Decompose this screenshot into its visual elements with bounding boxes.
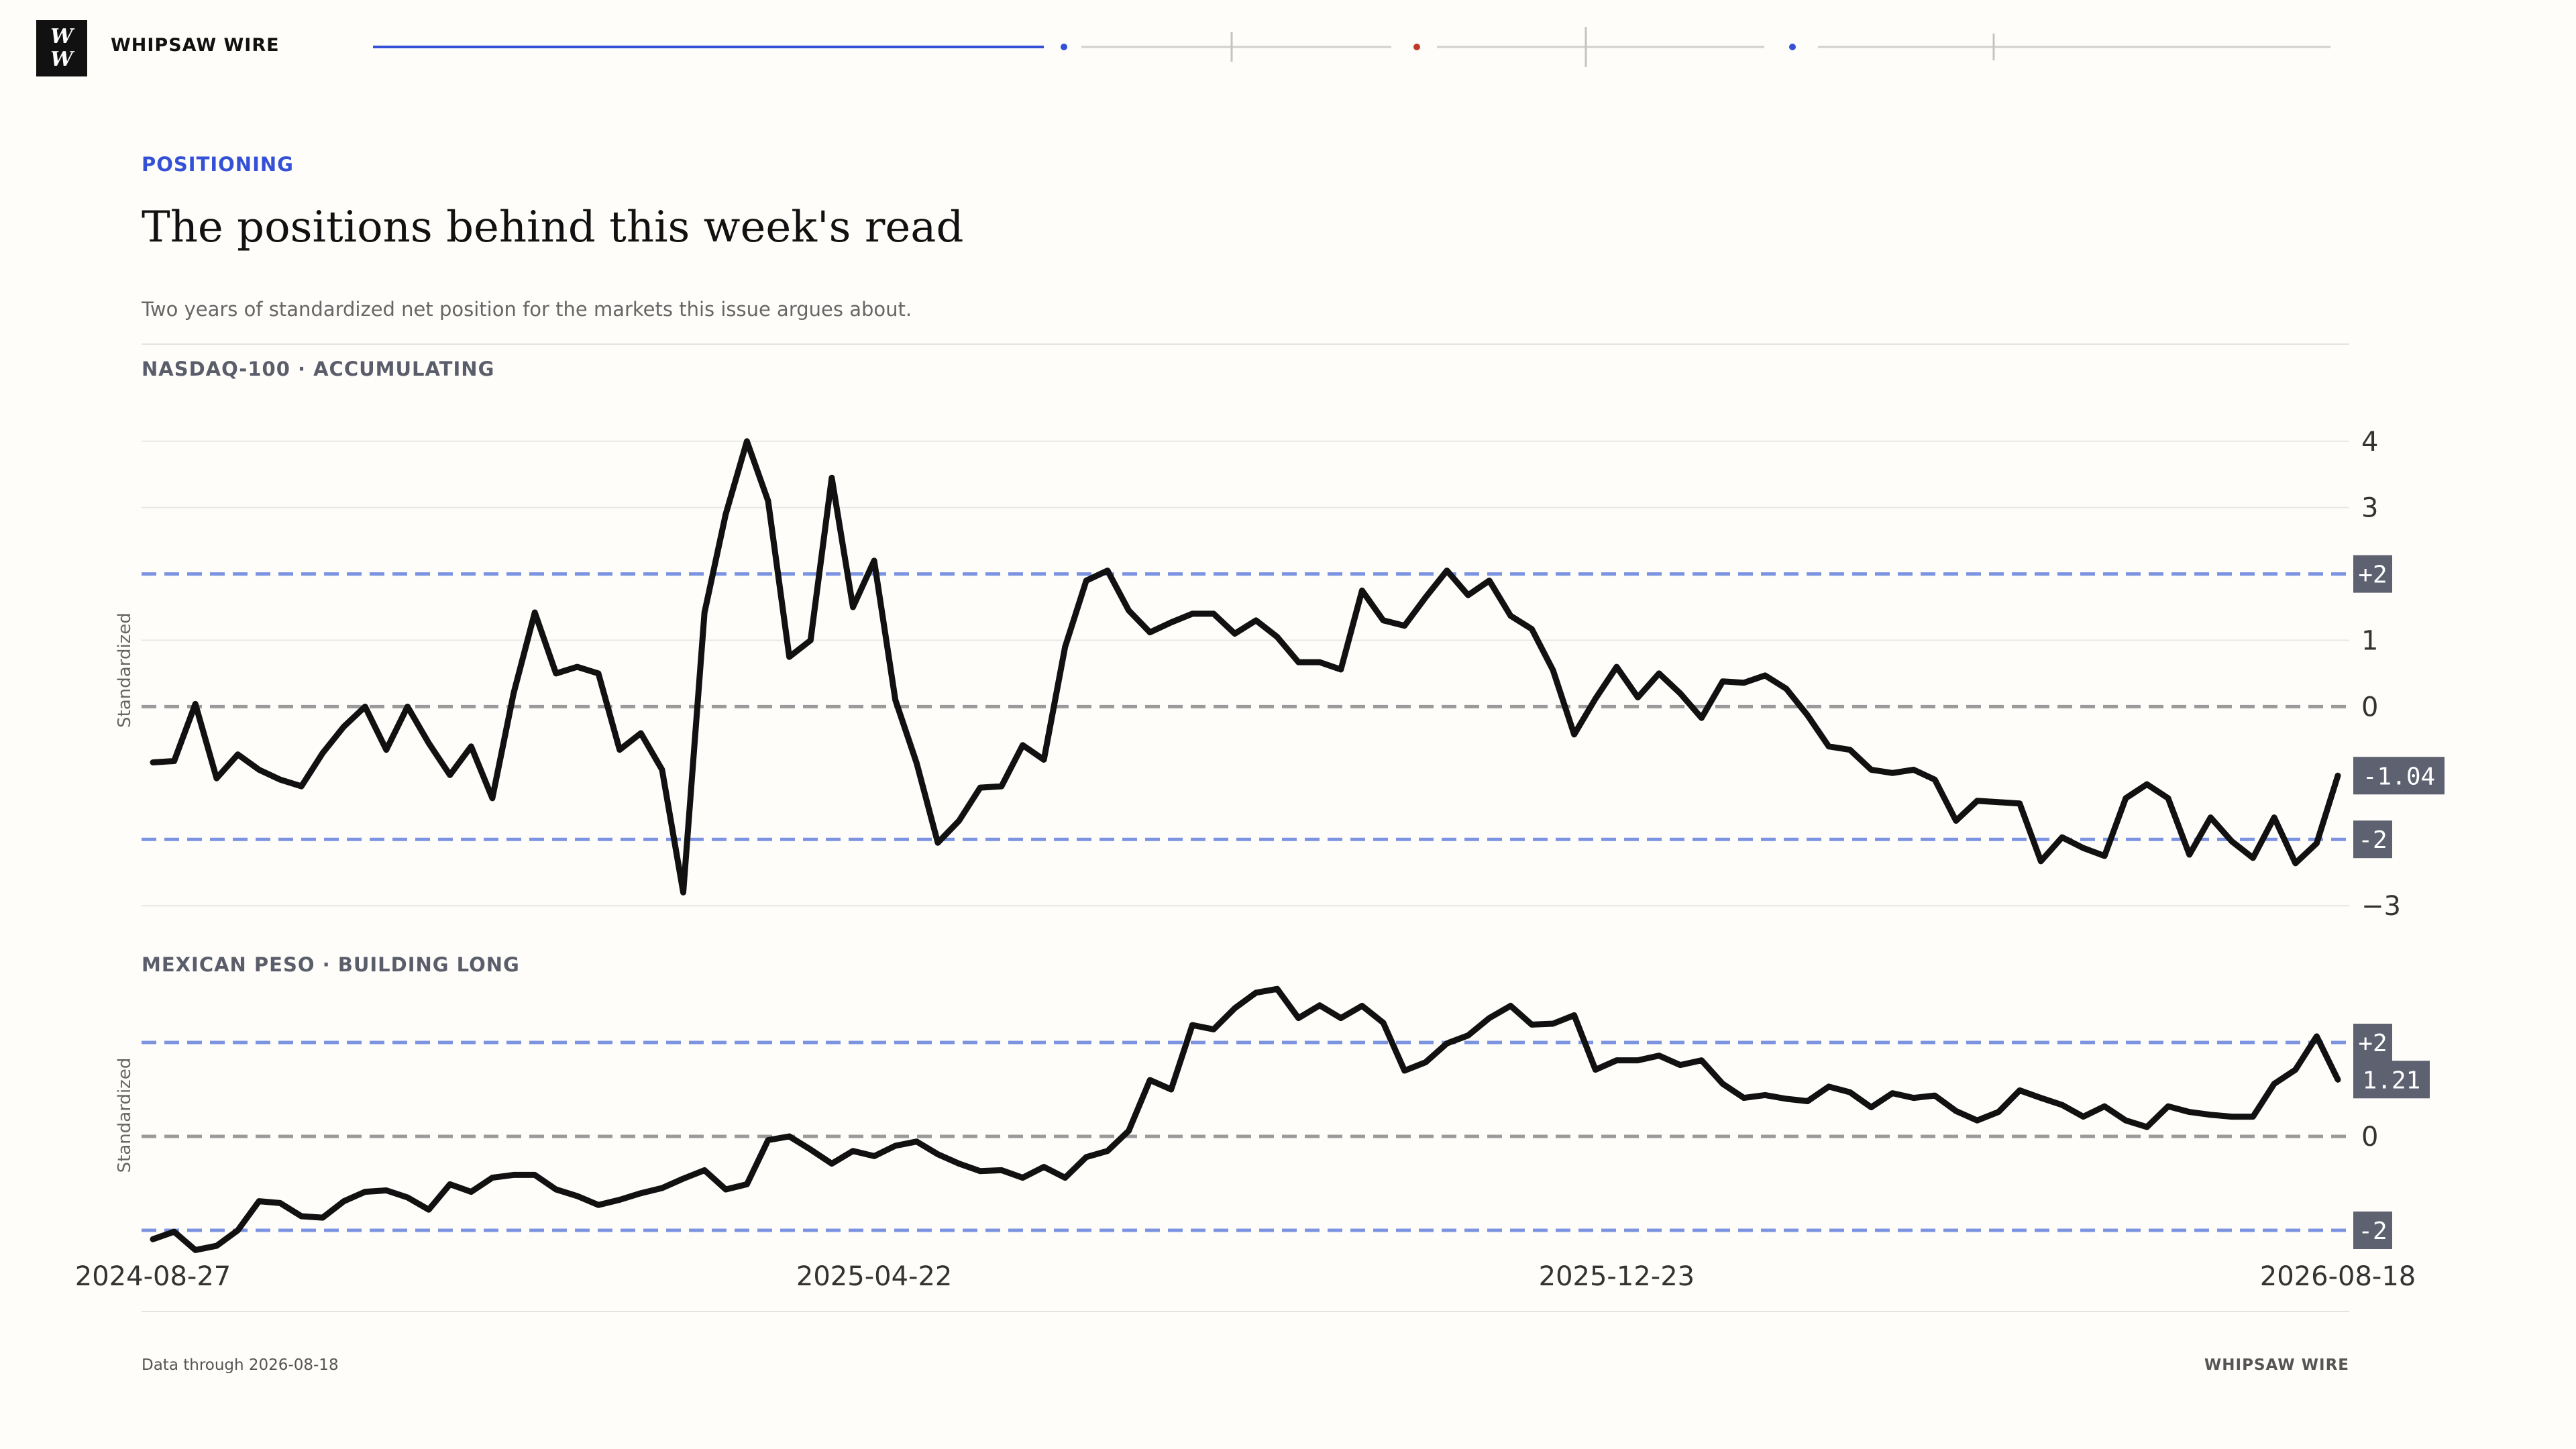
y-tick-label: 1	[2361, 625, 2378, 656]
y-tick-label: 4	[2361, 427, 2378, 458]
reading-progress	[373, 27, 2330, 67]
footer-divider	[142, 1311, 2349, 1312]
y-tick-label: −3	[2361, 891, 2401, 922]
threshold-badge-label: -2	[2358, 826, 2387, 854]
threshold-badge	[2353, 1212, 2392, 1249]
x-tick-label: 2025-12-23	[1539, 1261, 1695, 1292]
logo-letter-bottom: W	[50, 48, 73, 71]
last-value-label: -1.04	[2363, 763, 2435, 790]
y-axis-label: Standardized	[115, 612, 135, 728]
page-title: The positions behind this week's read	[142, 203, 964, 252]
y-tick-label: 0	[2361, 1122, 2378, 1152]
threshold-badge-label: +2	[2358, 561, 2387, 589]
x-tick-label: 2026-08-18	[2260, 1261, 2416, 1292]
last-value-badge	[2353, 1061, 2430, 1099]
section-kicker: POSITIONING	[142, 153, 294, 176]
series-line	[150, 438, 2341, 896]
last-value-badge	[2353, 757, 2445, 795]
data-through-note: Data through 2026-08-18	[142, 1356, 339, 1374]
panel-title: NASDAQ-100 · ACCUMULATING	[142, 358, 494, 380]
threshold-badge	[2353, 820, 2392, 859]
section-marker-3[interactable]	[1789, 44, 1796, 50]
logo[interactable]: W W	[36, 20, 87, 76]
threshold-badge	[2353, 555, 2392, 593]
section-marker-2[interactable]	[1413, 44, 1420, 50]
threshold-badge	[2353, 1024, 2392, 1061]
section-marker-1[interactable]	[1061, 44, 1067, 50]
top-bar: W W WHIPSAW WIRE	[0, 0, 2576, 94]
x-tick-label: 2024-08-27	[75, 1261, 231, 1292]
last-value-label: 1.21	[2363, 1067, 2421, 1094]
threshold-badge-label: +2	[2358, 1030, 2387, 1057]
footer-brand[interactable]: WHIPSAW WIRE	[2204, 1356, 2349, 1374]
brand-name[interactable]: WHIPSAW WIRE	[111, 35, 280, 56]
y-tick-label: 0	[2361, 692, 2378, 722]
threshold-badge-label: -2	[2358, 1218, 2387, 1245]
y-axis-label: Standardized	[115, 1058, 135, 1173]
header-divider	[142, 343, 2349, 345]
logo-letter-top: W	[50, 25, 73, 48]
panel-title: MEXICAN PESO · BUILDING LONG	[142, 953, 520, 976]
x-tick-label: 2025-04-22	[796, 1261, 952, 1292]
y-tick-label: 3	[2361, 493, 2378, 524]
series-line	[150, 985, 2341, 1253]
page-subtitle: Two years of standardized net position f…	[142, 298, 912, 321]
